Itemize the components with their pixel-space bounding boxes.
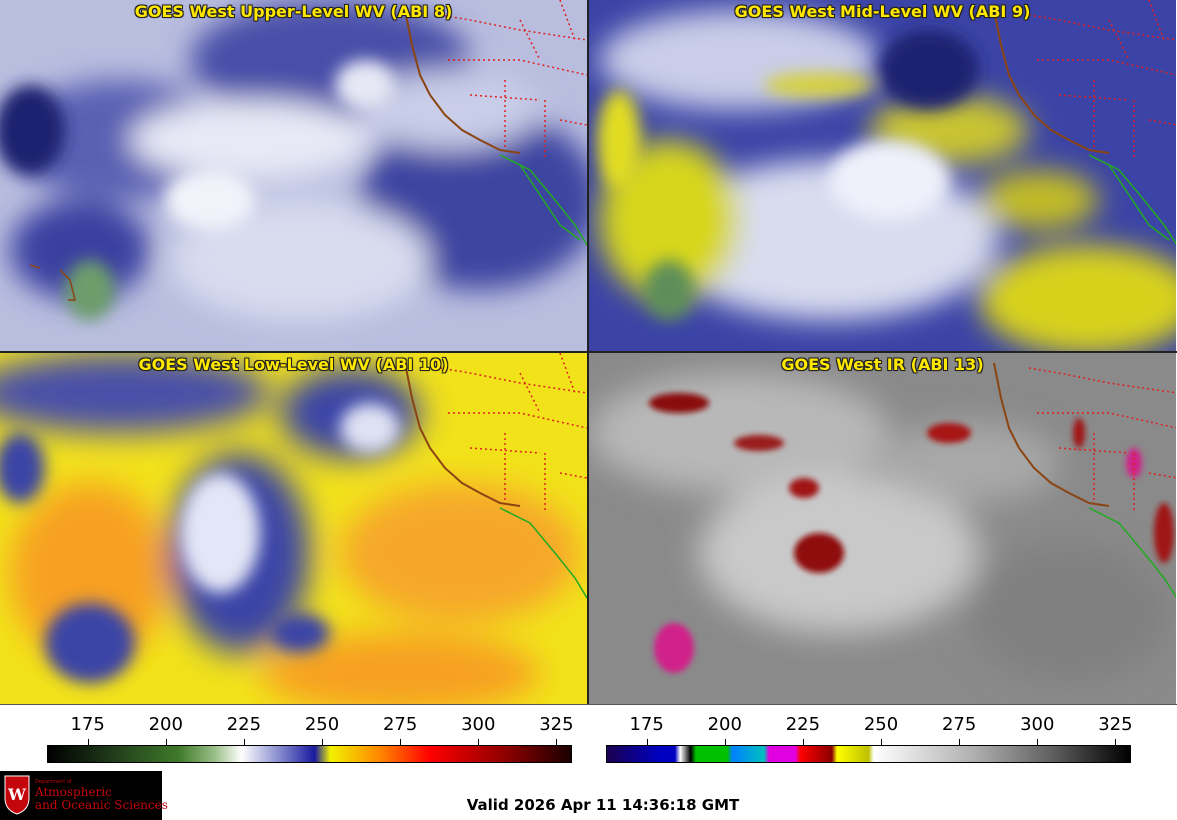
- colorbar-tick-label: 250: [863, 714, 899, 735]
- uw-seal-icon: W: [4, 775, 30, 815]
- panel-ir: GOES West IR (ABI 13): [589, 353, 1176, 704]
- mid-wv-borders: [993, 0, 1176, 245]
- panel-upper-wv: GOES West Upper-Level WV (ABI 8): [0, 0, 587, 351]
- colorbar-tick: [556, 739, 558, 745]
- logo-line2: and Oceanic Sciences: [35, 798, 168, 812]
- panel-title: GOES West Low-Level WV (ABI 10): [138, 355, 449, 374]
- panel-mid-wv: GOES West Mid-Level WV (ABI 9): [589, 0, 1176, 351]
- colorbar-tick-label: 175: [629, 714, 664, 735]
- logo-department-name: Atmospheric and Oceanic Sciences: [35, 786, 168, 812]
- panel-divider-horizontal: [0, 351, 1177, 353]
- ir-colorbar: [606, 745, 1131, 763]
- colorbar-tick: [881, 739, 882, 745]
- valid-time: Valid 2026 Apr 11 14:36:18 GMT: [466, 796, 740, 814]
- colorbar-tick-label: 200: [707, 714, 742, 735]
- logo-line1: Atmospheric: [35, 785, 112, 799]
- ir-image: [589, 353, 1176, 704]
- colorbar-tick: [1115, 739, 1117, 745]
- colorbar-tick-label: 175: [70, 714, 105, 735]
- colorbar-tick: [478, 739, 480, 745]
- panel-low-wv: GOES West Low-Level WV (ABI 10): [0, 353, 587, 704]
- panel-title: GOES West Upper-Level WV (ABI 8): [134, 2, 453, 21]
- low-wv-borders: [404, 353, 587, 599]
- colorbar-tick-label: 275: [941, 714, 977, 735]
- colorbar-tick: [322, 739, 323, 745]
- colorbar-tick: [87, 739, 89, 745]
- colorbar-tick-label: 250: [304, 714, 340, 735]
- colorbar-tick-label: 325: [1098, 714, 1133, 735]
- colorbar-tick-label: 275: [382, 714, 418, 735]
- upper-wv-borders: [29, 0, 587, 301]
- panel-title: GOES West Mid-Level WV (ABI 9): [734, 2, 1031, 21]
- colorbar-tick: [959, 739, 961, 745]
- colorbar-tick-label: 300: [1020, 714, 1055, 735]
- colorbar-tick: [724, 739, 726, 745]
- colorbar-tick-label: 225: [226, 714, 262, 735]
- colorbar-tick: [165, 739, 167, 745]
- ir-borders: [993, 362, 1176, 598]
- panel-title: GOES West IR (ABI 13): [781, 355, 984, 374]
- image-bottom-edge: [0, 704, 1177, 705]
- colorbar-tick: [243, 739, 245, 745]
- colorbar-tick: [400, 739, 402, 745]
- seal-letter: W: [7, 785, 27, 804]
- colorbar-tick: [646, 739, 648, 745]
- colorbar-tick-label: 300: [461, 714, 496, 735]
- low-wv-image: [0, 353, 587, 704]
- colorbar-tick-label: 325: [539, 714, 574, 735]
- colorbar-tick-label: 225: [785, 714, 821, 735]
- logo-small-text: Department of: [35, 779, 72, 785]
- colorbar-tick: [802, 739, 804, 745]
- colorbar-tick: [1037, 739, 1039, 745]
- colorbar-tick-label: 200: [148, 714, 183, 735]
- mid-wv-image: [589, 0, 1176, 351]
- upper-wv-image: [0, 0, 587, 351]
- wv-colorbar: [47, 745, 572, 763]
